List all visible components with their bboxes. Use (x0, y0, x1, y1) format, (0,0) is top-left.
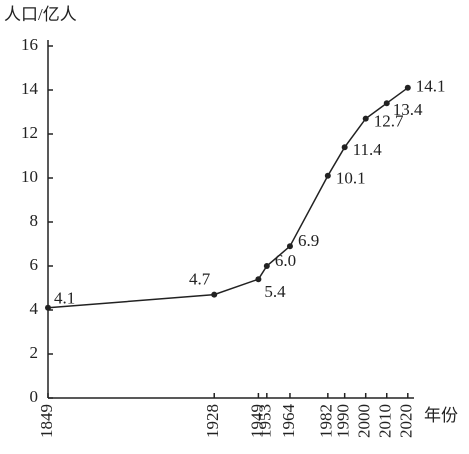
x-tick-label: 2020 (397, 404, 416, 438)
line (47, 87, 409, 309)
data-label: 13.4 (393, 100, 423, 119)
data-label: 12.7 (374, 112, 404, 131)
point (45, 304, 51, 311)
x-tick-label: 1964 (279, 404, 298, 439)
data-label: 4.7 (189, 270, 211, 289)
data-label: 11.4 (353, 140, 383, 159)
x-tick-label: 1949 (247, 404, 266, 438)
point (211, 291, 218, 298)
x-tick-label: 2010 (376, 404, 395, 438)
y-tick-label: 10 (21, 167, 38, 186)
y-tick-label: 14 (21, 79, 39, 98)
data-label: 5.4 (264, 282, 286, 301)
point (286, 243, 293, 250)
point (383, 100, 390, 107)
y-tick-label: 0 (30, 387, 39, 406)
x-tick-label: 1849 (37, 404, 56, 438)
x-tick-label: 1953 (256, 404, 275, 438)
point (324, 172, 331, 179)
y-tick-label: 6 (30, 255, 39, 274)
y-tick-label: 4 (30, 299, 39, 318)
point (362, 115, 369, 122)
point (255, 276, 262, 283)
data-label: 10.1 (336, 169, 366, 188)
y-tick-label: 2 (30, 343, 39, 362)
data-label: 14.1 (416, 77, 446, 96)
y-tick-label: 16 (21, 35, 38, 54)
point (341, 144, 348, 151)
y-tick-label: 12 (21, 123, 38, 142)
x-tick-label: 1982 (317, 404, 336, 438)
x-tick-label: 2000 (355, 404, 374, 438)
data-label: 6.9 (298, 231, 319, 250)
point (404, 84, 411, 91)
data-label: 6.0 (275, 251, 296, 270)
y-tick-label: 8 (30, 211, 39, 230)
x-tick-label: 1928 (203, 404, 222, 438)
point (263, 263, 270, 269)
x-tick-label: 1990 (334, 404, 353, 438)
x-axis-label: 年份 (424, 406, 458, 425)
data-label: 4.1 (54, 289, 75, 308)
y-axis-label: 人口/亿人 (4, 5, 77, 24)
